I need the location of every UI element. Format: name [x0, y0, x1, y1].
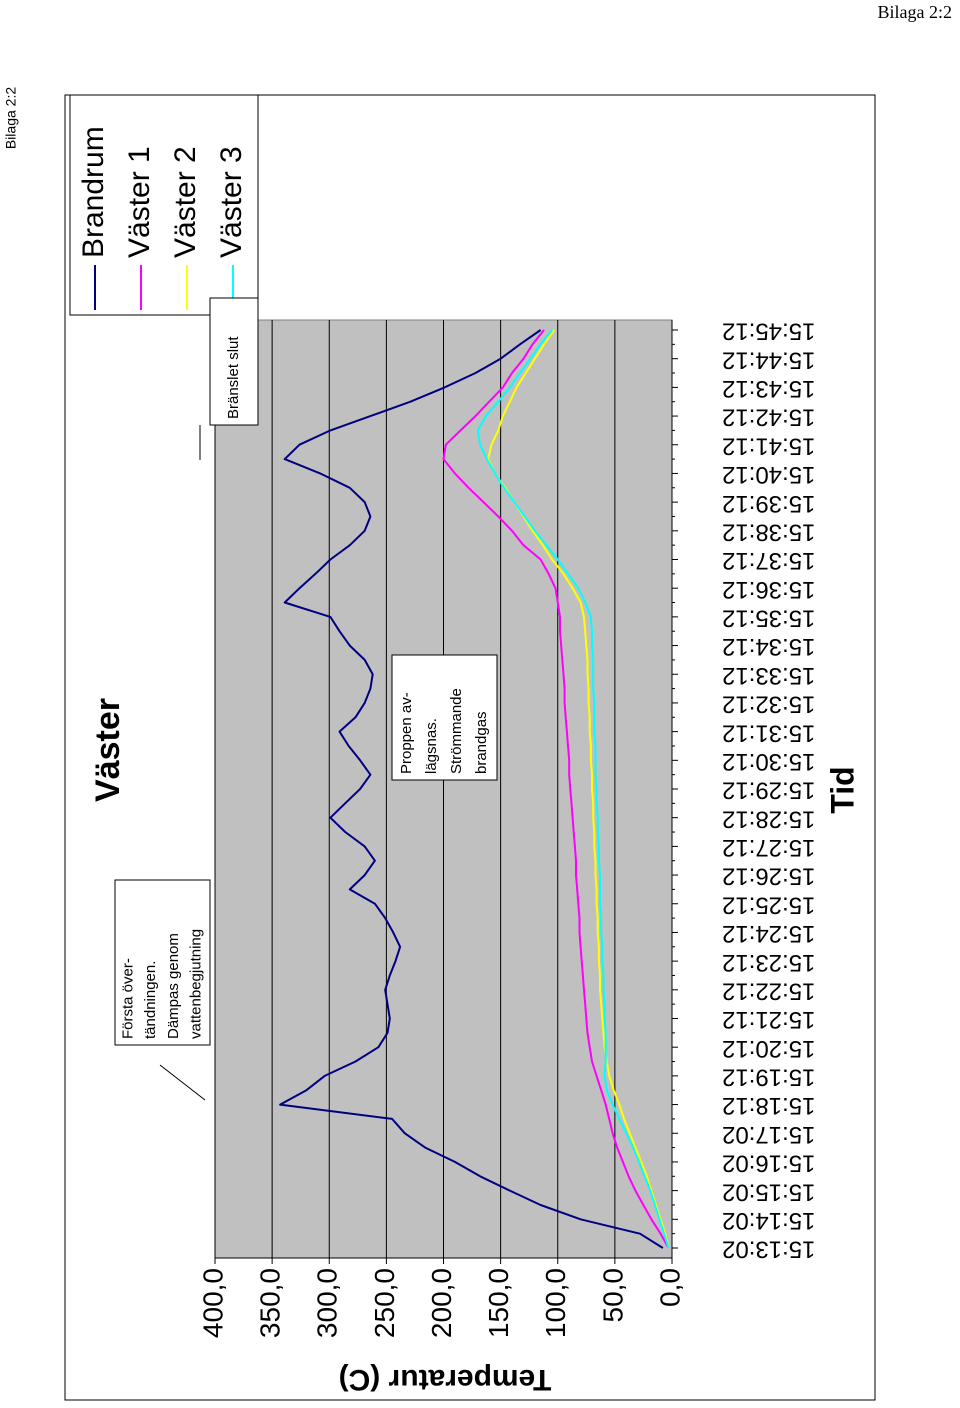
x-tick-label: 15:29:12	[722, 777, 815, 804]
x-tick-label: 15:40:12	[722, 461, 815, 488]
y-tick-label: 300,0	[312, 1268, 343, 1338]
x-tick-label: 15:28:12	[722, 805, 815, 832]
annotation-text: Proppen av-	[398, 692, 415, 774]
x-tick-label: 15:38:12	[722, 518, 815, 545]
x-tick-label: 15:16:02	[722, 1150, 815, 1177]
x-tick-label: 15:34:12	[722, 633, 815, 660]
annotation-text: brandgas	[473, 711, 490, 774]
x-tick-label: 15:31:12	[722, 719, 815, 746]
x-tick-label: 15:19:12	[722, 1064, 815, 1091]
callout-line	[159, 1064, 206, 1101]
x-tick-label: 15:23:12	[722, 949, 815, 976]
y-tick-label: 250,0	[369, 1268, 400, 1338]
y-tick-label: 0,0	[654, 1268, 685, 1307]
y-tick-label: 150,0	[483, 1268, 514, 1338]
x-tick-label: 15:14:02	[722, 1207, 815, 1234]
x-tick-label: 15:30:12	[722, 748, 815, 775]
legend-label: Väster 2	[169, 146, 202, 258]
rotated-chart: Bilaga 2:2 Väster Tid Temperatur (C) 0,0…	[3, 87, 876, 1401]
y-tick-label: 350,0	[255, 1268, 286, 1338]
annotation-text: Första över-	[120, 958, 137, 1039]
x-tick-label: 15:39:12	[722, 490, 815, 517]
annotation-box	[391, 654, 498, 781]
x-tick-label: 15:45:12	[722, 318, 815, 345]
y-tick-label: 100,0	[540, 1268, 571, 1338]
x-tick-label: 15:13:02	[722, 1236, 815, 1263]
x-tick-label: 15:32:12	[722, 691, 815, 718]
x-tick-label: 15:17:02	[722, 1121, 815, 1148]
annotation-text: vattenbegjutning	[187, 929, 204, 1039]
y-axis-label: Temperatur (C)	[339, 1363, 552, 1396]
y-tick-label: 200,0	[426, 1268, 457, 1338]
legend-label: Väster 3	[215, 146, 248, 258]
x-tick-label: 15:44:12	[722, 346, 815, 373]
x-tick-label: 15:20:12	[722, 1035, 815, 1062]
x-tick-label: 15:18:12	[722, 1092, 815, 1119]
x-tick-label: 15:26:12	[722, 863, 815, 890]
annotation-text: Dämpas genom	[165, 933, 182, 1039]
x-tick-label: 15:21:12	[722, 1006, 815, 1033]
annotation-box	[114, 879, 211, 1046]
annotation-text: lägsnas.	[423, 718, 440, 774]
x-tick-label: 15:35:12	[722, 605, 815, 632]
chart-title: Väster	[89, 698, 127, 802]
y-tick-label: 400,0	[197, 1268, 228, 1338]
x-tick-label: 15:41:12	[722, 432, 815, 459]
legend-label: Brandrum	[77, 126, 110, 258]
annotation-text: Bränslet slut	[225, 336, 242, 419]
side-header: Bilaga 2:2	[3, 87, 19, 149]
x-tick-label: 15:36:12	[722, 576, 815, 603]
y-tick-label: 50,0	[597, 1268, 628, 1323]
x-tick-label: 15:24:12	[722, 920, 815, 947]
legend-box	[69, 94, 259, 316]
series-line	[442, 329, 670, 1249]
x-tick-label: 15:33:12	[722, 662, 815, 689]
series-line	[279, 329, 664, 1249]
series-line	[476, 329, 670, 1249]
x-axis-label: Tid	[824, 766, 860, 813]
x-tick-label: 15:43:12	[722, 375, 815, 402]
chart-frame	[64, 94, 876, 1401]
annotation-text: tändningen.	[142, 961, 159, 1039]
x-tick-label: 15:42:12	[722, 404, 815, 431]
x-tick-label: 15:15:02	[722, 1178, 815, 1205]
x-tick-label: 15:37:12	[722, 547, 815, 574]
x-tick-label: 15:22:12	[722, 977, 815, 1004]
legend-label: Väster 1	[123, 146, 156, 258]
page-header: Bilaga 2:2	[878, 2, 953, 22]
x-tick-label: 15:27:12	[722, 834, 815, 861]
annotation-box	[209, 297, 259, 426]
annotation-text: Strömmande	[448, 688, 465, 774]
x-tick-label: 15:25:12	[722, 891, 815, 918]
